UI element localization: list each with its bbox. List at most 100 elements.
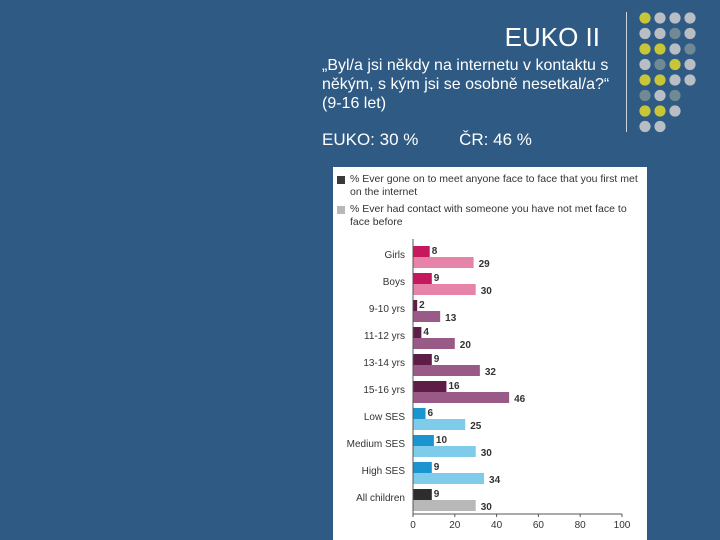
legend-swatch-contact xyxy=(337,206,345,214)
decorative-dot xyxy=(654,12,666,24)
decorative-dot xyxy=(639,43,651,55)
x-tick-label: 0 xyxy=(410,520,416,531)
category-label: 11-12 yrs xyxy=(364,331,405,342)
bar-contact xyxy=(413,338,455,349)
data-label-contact: 25 xyxy=(470,421,482,432)
category-label: All children xyxy=(356,493,405,504)
bar-meet xyxy=(413,273,432,284)
data-label-contact: 30 xyxy=(481,448,493,459)
data-label-contact: 30 xyxy=(481,502,493,513)
decorative-dot xyxy=(639,105,651,117)
bar-contact xyxy=(413,473,485,484)
decorative-dot xyxy=(639,120,651,133)
bar-meet xyxy=(413,381,447,392)
decorative-dot xyxy=(639,89,651,102)
decorative-dot xyxy=(669,58,681,71)
survey-question: „Byl/a jsi někdy na internetu v kontaktu… xyxy=(322,57,610,112)
data-label-contact: 34 xyxy=(489,475,501,486)
stat-cr: ČR: 46 % xyxy=(459,130,532,149)
decorative-dot xyxy=(654,27,666,40)
decorative-dot xyxy=(639,27,651,40)
x-tick-label: 40 xyxy=(491,520,503,531)
category-label: Boys xyxy=(383,277,405,288)
bar-meet xyxy=(413,408,426,419)
bar-chart: Girls 8 29 Boys 9 30 9-10 yrs 2 13 11-12 yrs 4 20 13… xyxy=(347,239,631,531)
bar-contact xyxy=(413,419,466,430)
x-tick-label: 100 xyxy=(614,520,631,531)
decorative-dot xyxy=(684,43,696,55)
data-label-meet: 9 xyxy=(434,489,440,500)
bar-meet xyxy=(413,246,430,257)
category-label: 9-10 yrs xyxy=(369,304,405,315)
bar-contact xyxy=(413,392,510,403)
data-label-contact: 46 xyxy=(514,394,526,405)
data-label-meet: 9 xyxy=(434,273,440,284)
decorative-dot xyxy=(654,120,666,133)
decorative-dot xyxy=(654,58,666,71)
bar-meet xyxy=(413,300,418,311)
data-label-contact: 29 xyxy=(479,259,491,270)
data-label-meet: 16 xyxy=(448,381,460,392)
bar-contact xyxy=(413,311,441,322)
category-label: 15-16 yrs xyxy=(363,385,405,396)
data-label-meet: 4 xyxy=(423,327,429,338)
bar-contact xyxy=(413,500,476,511)
legend-label-meet: % Ever gone on to meet anyone face to fa… xyxy=(350,173,638,198)
decorative-dot xyxy=(669,74,681,86)
decorative-dot xyxy=(684,74,696,86)
decorative-dot xyxy=(669,89,681,102)
decorative-dot xyxy=(639,12,651,24)
decorative-dots-icon xyxy=(639,12,696,133)
decorative-dot xyxy=(654,43,666,55)
bar-contact xyxy=(413,365,480,376)
data-label-meet: 9 xyxy=(434,354,440,365)
x-tick-label: 80 xyxy=(575,520,587,531)
bar-meet xyxy=(413,462,432,473)
category-label: Low SES xyxy=(364,412,405,423)
bar-meet xyxy=(413,327,422,338)
legend-label-contact: % Ever had contact with someone you have… xyxy=(350,203,627,228)
data-label-contact: 32 xyxy=(485,367,497,378)
data-label-meet: 8 xyxy=(432,246,438,257)
data-label-meet: 9 xyxy=(434,462,440,473)
legend-entry-meet: % Ever gone on to meet anyone face to fa… xyxy=(337,173,642,199)
stats-line: EUKO: 30 % ČR: 46 % xyxy=(322,130,622,150)
bar-meet xyxy=(413,354,432,365)
x-tick-label: 20 xyxy=(449,520,461,531)
data-label-contact: 13 xyxy=(445,313,457,324)
decorative-dot xyxy=(669,27,681,40)
slide-title: EUKO II xyxy=(504,22,600,52)
decorative-dot xyxy=(639,74,651,86)
decorative-dot xyxy=(669,105,681,117)
chart-legend: % Ever gone on to meet anyone face to fa… xyxy=(337,173,642,233)
data-label-contact: 30 xyxy=(481,286,493,297)
decorative-dot xyxy=(684,58,696,71)
category-label: 13-14 yrs xyxy=(363,358,405,369)
chart-panel: % Ever gone on to meet anyone face to fa… xyxy=(333,167,647,540)
bar-meet xyxy=(413,489,432,500)
bar-contact xyxy=(413,284,476,295)
data-label-meet: 2 xyxy=(419,300,425,311)
x-tick-label: 60 xyxy=(533,520,545,531)
decorative-dot xyxy=(639,58,651,71)
data-label-meet: 6 xyxy=(428,408,434,419)
decorative-dot xyxy=(684,12,696,24)
decorative-dot xyxy=(654,89,666,102)
bar-contact xyxy=(413,257,474,268)
decorative-dot xyxy=(654,74,666,86)
decorative-dot xyxy=(684,27,696,40)
bar-meet xyxy=(413,435,434,446)
stat-euko: EUKO: 30 % xyxy=(322,130,419,149)
data-label-meet: 10 xyxy=(436,435,448,446)
decorative-dot xyxy=(654,105,666,117)
divider-line xyxy=(626,12,627,132)
category-label: Medium SES xyxy=(347,439,406,450)
bar-contact xyxy=(413,446,476,457)
legend-swatch-meet xyxy=(337,176,345,184)
category-label: Girls xyxy=(384,250,405,261)
decorative-dot xyxy=(669,12,681,24)
category-label: High SES xyxy=(362,466,406,477)
legend-entry-contact: % Ever had contact with someone you have… xyxy=(337,203,642,229)
data-label-contact: 20 xyxy=(460,340,472,351)
decorative-dot xyxy=(669,43,681,55)
